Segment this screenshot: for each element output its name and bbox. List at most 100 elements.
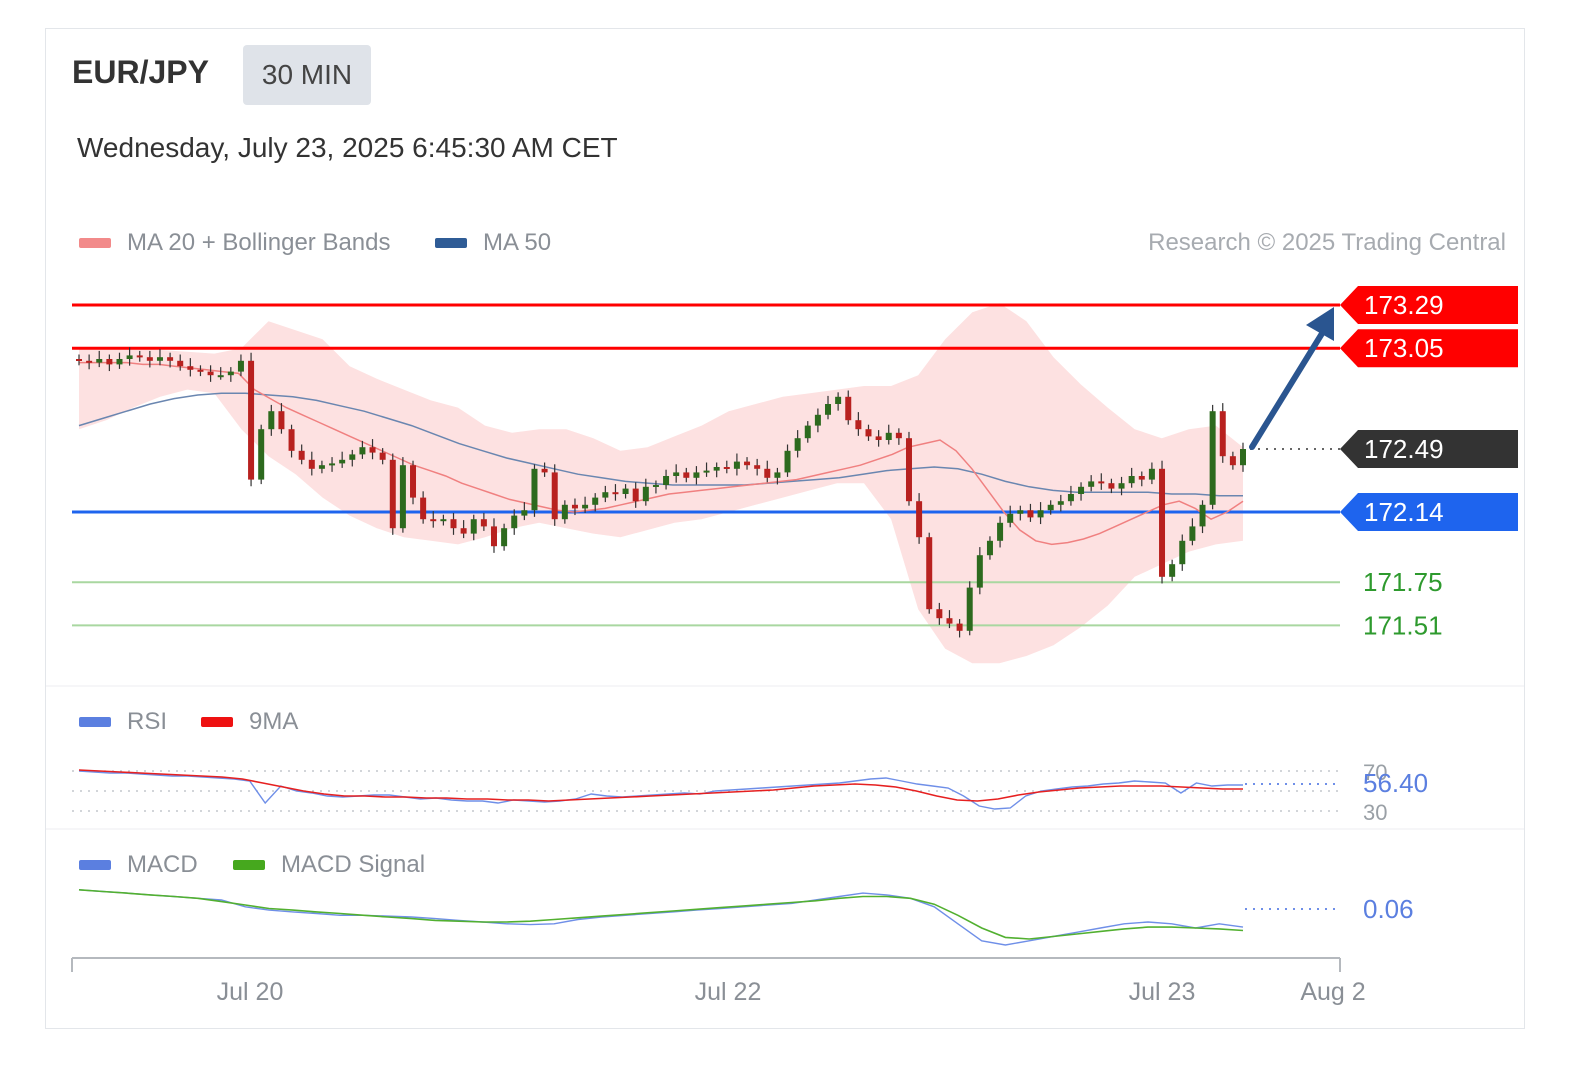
candle-body (642, 486, 649, 502)
level-tag-pivot (1340, 493, 1518, 531)
candle-body (177, 360, 184, 367)
candle-body (1007, 513, 1014, 523)
timeframe-button[interactable]: 30 MIN (243, 45, 371, 105)
candle-body (1219, 411, 1226, 457)
candle-body (237, 360, 244, 372)
candle-body (1067, 494, 1074, 502)
macd-swatch-icon (79, 860, 111, 870)
candle-body (126, 355, 133, 359)
candle-body (713, 467, 720, 471)
ma50-line (78, 392, 1243, 497)
candle-body (976, 555, 983, 588)
candle-body (96, 359, 103, 363)
legend-rsi: RSI (79, 708, 167, 736)
legend-macd: MACD (79, 851, 198, 879)
legend-ma20-label: MA 20 + Bollinger Bands (127, 229, 391, 256)
candle-body (480, 519, 487, 527)
candle-body (632, 488, 639, 502)
level-tag-resistance (1340, 286, 1518, 324)
legend-rsi-ma-label: 9MA (249, 708, 299, 735)
candle-body (339, 459, 346, 464)
candle-body (744, 461, 751, 466)
candle-body (936, 609, 943, 619)
candle-body (946, 618, 953, 624)
candle-body (167, 357, 174, 361)
candle-body (420, 497, 427, 520)
candle-body (308, 459, 315, 469)
candle-body (845, 396, 852, 421)
legend-macd-signal-label: MACD Signal (281, 851, 426, 878)
candle-body (1108, 483, 1115, 489)
candle-body (622, 488, 629, 494)
candle-body (794, 438, 801, 451)
candle-body (733, 461, 740, 469)
ma50-swatch-icon (435, 238, 467, 248)
rsi-level-label: 30 (1363, 800, 1387, 825)
x-tick-label: Jul 20 (217, 978, 284, 1006)
level-label-resistance: 173.29 (1364, 290, 1444, 320)
level-label-support: 171.51 (1363, 610, 1443, 640)
candle-body (885, 432, 892, 440)
candle-body (997, 522, 1004, 541)
candle-body (1037, 510, 1044, 518)
macd-line (78, 889, 1244, 946)
candle-body (966, 587, 973, 631)
candle-body (440, 519, 447, 522)
rsi-last-label: 56.40 (1363, 768, 1428, 798)
candle-body (389, 459, 396, 529)
candle-body (410, 465, 417, 498)
candle-body (652, 485, 659, 487)
research-credit: Research © 2025 Trading Central (1148, 229, 1506, 256)
legend-rsi-ma: 9MA (201, 708, 298, 736)
candle-body (683, 472, 690, 478)
level-tag-resistance (1340, 329, 1518, 368)
candle-body (723, 467, 730, 469)
candle-body (804, 425, 811, 439)
candle-body (1148, 468, 1155, 480)
candle-body (379, 452, 386, 460)
candle-body (288, 429, 295, 451)
instrument-title: EUR/JPY (72, 54, 209, 90)
legend-rsi-label: RSI (127, 708, 168, 735)
candle-body (663, 476, 670, 485)
forecast-arrow-head-icon (1306, 307, 1334, 341)
legend-ma20: MA 20 + Bollinger Bands (79, 229, 391, 257)
rsi-level-label: 70 (1363, 760, 1387, 785)
candle-body (754, 465, 761, 469)
candle-body (1138, 476, 1145, 480)
candle-body (521, 510, 528, 516)
candle-body (399, 465, 406, 529)
candle-body (814, 414, 821, 426)
macd-signal-swatch-icon (233, 860, 265, 870)
candle-body (278, 411, 285, 430)
candle-body (217, 375, 224, 378)
candle-body (1159, 468, 1166, 577)
candle-body (855, 420, 862, 430)
candle-body (258, 429, 265, 480)
candle-body (835, 396, 842, 404)
candle-body (612, 492, 619, 495)
forecast-arrow (1249, 324, 1329, 450)
candle-body (187, 366, 194, 370)
candle-body (551, 472, 558, 520)
x-tick-label: Jul 22 (695, 978, 762, 1006)
candle-body (764, 468, 771, 478)
legend-ma50-label: MA 50 (483, 229, 552, 256)
candle-body (268, 411, 275, 430)
candle-body (1047, 504, 1054, 511)
x-tick-label: Jul 23 (1129, 978, 1196, 1006)
level-label-support: 171.75 (1363, 567, 1443, 597)
candle-body (1027, 510, 1034, 518)
candle-body (146, 357, 153, 361)
ma20-line (79, 361, 1244, 546)
candle-body (926, 537, 933, 610)
candle-body (460, 528, 467, 534)
candle-body (197, 369, 204, 372)
candle-body (1169, 564, 1176, 577)
candle-body (673, 472, 680, 476)
rsi-ma-line (78, 769, 1243, 802)
macd-last-label: 0.06 (1363, 894, 1414, 924)
candle-body (359, 447, 366, 455)
candle-body (905, 438, 912, 502)
